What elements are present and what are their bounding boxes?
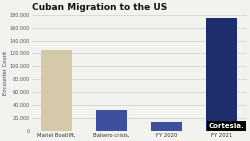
Bar [206,18,237,131]
Y-axis label: Encounter Count: Encounter Count [4,51,8,95]
Bar [152,122,182,131]
Text: Cuban Migration to the US: Cuban Migration to the US [32,4,167,12]
Text: Cortesia.: Cortesia. [209,123,244,129]
Bar [96,110,126,131]
Bar [41,50,72,131]
